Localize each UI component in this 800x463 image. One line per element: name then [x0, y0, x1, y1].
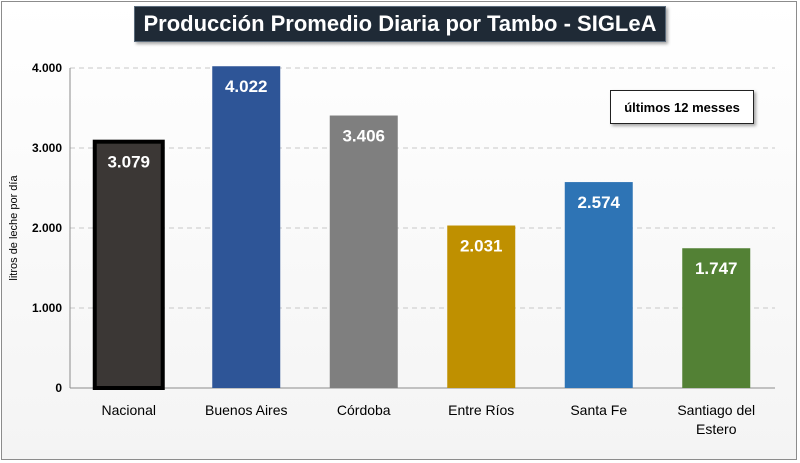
y-tick-label: 1.000	[32, 301, 62, 315]
data-label: 3.079	[107, 153, 150, 172]
y-tick-label: 2.000	[32, 221, 62, 235]
x-tick-label: Santiago del Estero	[677, 402, 755, 437]
bar	[92, 139, 165, 390]
data-label: 3.406	[342, 127, 385, 146]
data-label: 2.031	[460, 237, 503, 256]
x-tick-label: Buenos Aires	[205, 402, 288, 418]
chart-title: Producción Promedio Diaria por Tambo - S…	[134, 6, 666, 42]
data-label: 4.022	[225, 77, 268, 96]
period-note: últimos 12 messes	[610, 90, 754, 124]
x-tick-label: Santa Fe	[570, 402, 627, 418]
data-label: 2.574	[577, 193, 620, 212]
y-tick-label: 3.000	[32, 141, 62, 155]
bar	[564, 182, 633, 388]
bar	[682, 248, 751, 388]
x-tick-label: Córdoba	[337, 402, 391, 418]
bar	[212, 66, 281, 389]
y-tick-label: 0	[55, 381, 62, 395]
data-label: 1.747	[695, 259, 738, 278]
bar	[447, 225, 516, 388]
bar	[329, 115, 398, 389]
x-tick-label: Nacional	[102, 402, 156, 418]
x-tick-label: Entre Ríos	[448, 402, 514, 418]
y-tick-label: 4.000	[32, 61, 62, 75]
